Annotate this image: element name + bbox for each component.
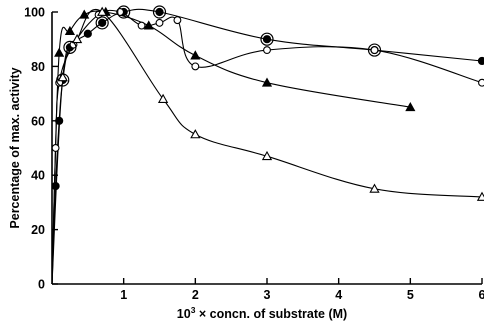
data-point-filled-triangle <box>190 50 201 60</box>
y-axis-title: Percentage of max. activity <box>8 67 22 228</box>
y-tick-label: 80 <box>31 60 45 74</box>
data-point-open-triangle <box>369 183 380 193</box>
coincident-point-ring <box>95 16 109 30</box>
data-point-filled-circle <box>262 35 272 44</box>
data-point-filled-circle <box>83 29 92 38</box>
y-tick-label: 20 <box>31 223 45 237</box>
series-line-filled-triangle <box>51 10 411 285</box>
coincident-point-ring <box>367 43 382 57</box>
data-point-open-circle <box>263 46 271 55</box>
coincident-point-ring <box>260 32 274 46</box>
coincident-point-ring <box>152 5 167 19</box>
data-point-filled-triangle <box>143 20 154 30</box>
data-point-filled-circle <box>98 18 107 27</box>
data-point-filled-circle <box>477 56 484 66</box>
y-tick-label: 100 <box>24 6 45 20</box>
coincident-point-ring <box>56 73 70 87</box>
x-ticks: 1 2 3 4 5 6 <box>120 278 484 302</box>
data-point-filled-triangle <box>64 25 75 35</box>
x-axis-title: 103 × concn. of substrate (M) <box>177 305 347 321</box>
data-point-filled-triangle <box>405 101 416 112</box>
data-point-filled-triangle <box>54 47 65 57</box>
x-tick-label: 6 <box>479 288 484 302</box>
coincident-point-ring <box>117 5 131 19</box>
x-tick-label: 5 <box>407 288 414 302</box>
data-point-open-triangle <box>71 33 83 44</box>
data-point-open-circle <box>173 16 182 25</box>
data-point-open-triangle <box>476 191 484 201</box>
data-point-open-circle <box>51 144 60 152</box>
data-point-filled-triangle <box>79 9 90 19</box>
x-axis-title-exponent: 3 <box>191 305 196 315</box>
coincident-point-ring <box>63 40 77 54</box>
data-point-open-circle <box>370 46 379 55</box>
y-tick-label: 60 <box>31 114 45 128</box>
y-tick-label: 0 <box>38 278 45 292</box>
y-tick-label: 40 <box>31 169 45 183</box>
data-point-open-circle <box>191 62 200 71</box>
data-point-filled-circle <box>155 7 164 17</box>
x-tick-label: 2 <box>192 288 199 302</box>
data-point-open-triangle <box>97 6 108 16</box>
data-point-open-triangle <box>157 93 169 103</box>
data-point-filled-triangle <box>261 77 273 87</box>
data-point-open-circle <box>478 78 484 87</box>
data-point-open-circle <box>155 18 164 27</box>
markers <box>51 5 484 201</box>
x-tick-label: 1 <box>120 288 127 302</box>
data-point-open-triangle <box>261 150 273 161</box>
x-tick-label: 3 <box>264 288 271 302</box>
data-point-filled-circle <box>51 181 60 191</box>
x-axis-title-base: 10 <box>177 307 191 321</box>
data-point-open-triangle <box>57 71 68 82</box>
data-point-open-triangle <box>190 129 201 139</box>
x-axis-title-rest: × concn. of substrate (M) <box>195 307 347 321</box>
data-point-open-circle <box>137 21 146 30</box>
data-point-filled-circle <box>55 116 64 125</box>
x-tick-label: 4 <box>335 288 342 302</box>
